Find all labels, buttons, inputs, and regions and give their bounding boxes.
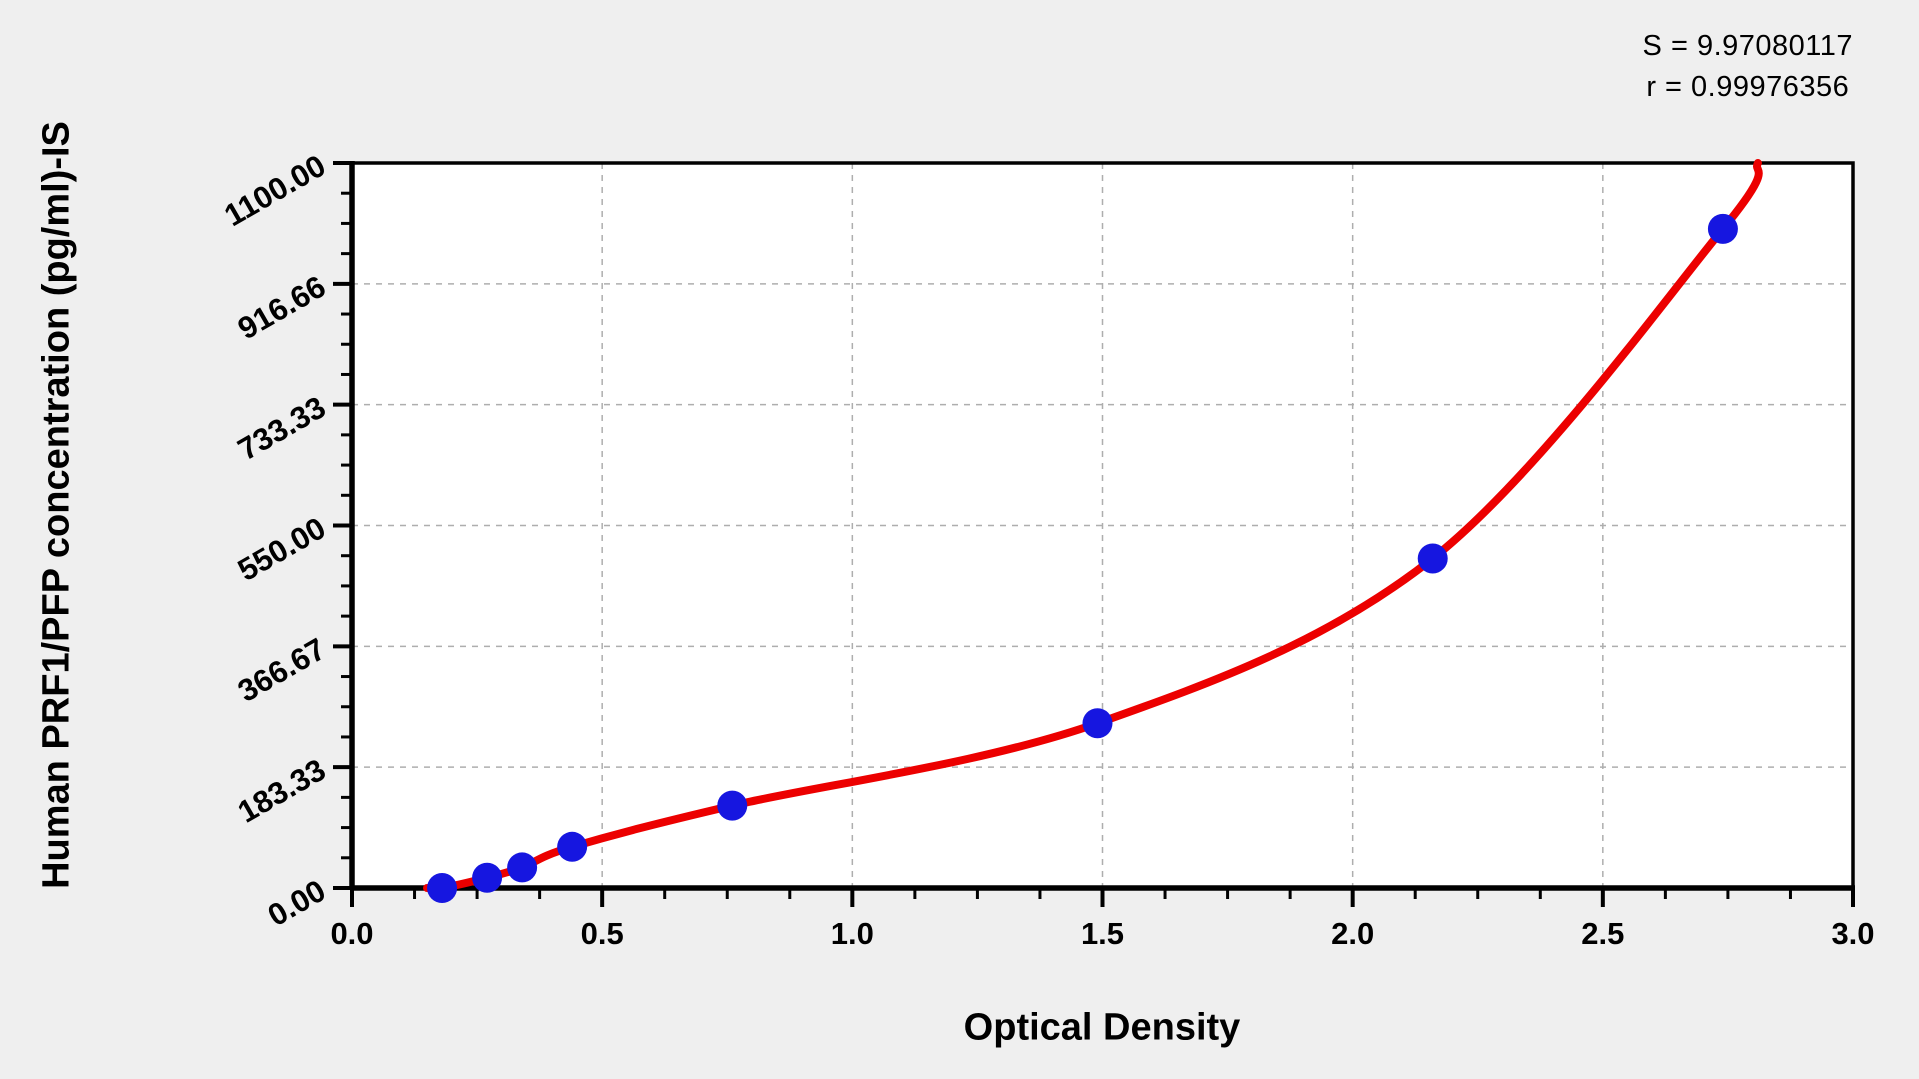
fit-statistics: S = 9.97080117 r = 0.99976356 bbox=[1643, 26, 1853, 108]
data-point bbox=[1707, 213, 1738, 244]
data-point bbox=[1417, 543, 1448, 574]
data-point bbox=[717, 790, 748, 821]
y-tick-label: 366.67 bbox=[232, 631, 332, 709]
x-tick-label: 1.5 bbox=[1081, 916, 1124, 951]
x-tick-label: 2.5 bbox=[1581, 916, 1624, 951]
x-tick-label: 1.0 bbox=[831, 916, 874, 951]
data-point bbox=[427, 873, 458, 903]
y-tick-label: 733.33 bbox=[232, 389, 332, 467]
x-axis-title: Optical Density bbox=[963, 1006, 1241, 1049]
y-tick-label: 183.33 bbox=[232, 752, 332, 830]
fit-s-value: S = 9.97080117 bbox=[1642, 30, 1853, 62]
y-tick-label: 0.00 bbox=[262, 873, 332, 933]
fit-r-value: r = 0.99976356 bbox=[1646, 71, 1850, 103]
y-tick-label: 550.00 bbox=[232, 510, 332, 588]
data-point bbox=[1082, 708, 1113, 739]
y-tick-label: 916.66 bbox=[232, 269, 332, 347]
data-point bbox=[472, 862, 503, 893]
x-tick-label: 0.0 bbox=[330, 916, 373, 951]
x-tick-label: 0.5 bbox=[581, 916, 624, 951]
x-tick-label: 2.0 bbox=[1331, 916, 1374, 951]
x-tick-label: 3.0 bbox=[1831, 916, 1874, 951]
y-tick-label: 1100.00 bbox=[218, 148, 331, 233]
data-point bbox=[507, 852, 538, 883]
y-axis-title: Human PRF1/PFP concentration (pg/ml)-IS bbox=[35, 121, 78, 889]
data-point bbox=[557, 831, 588, 862]
